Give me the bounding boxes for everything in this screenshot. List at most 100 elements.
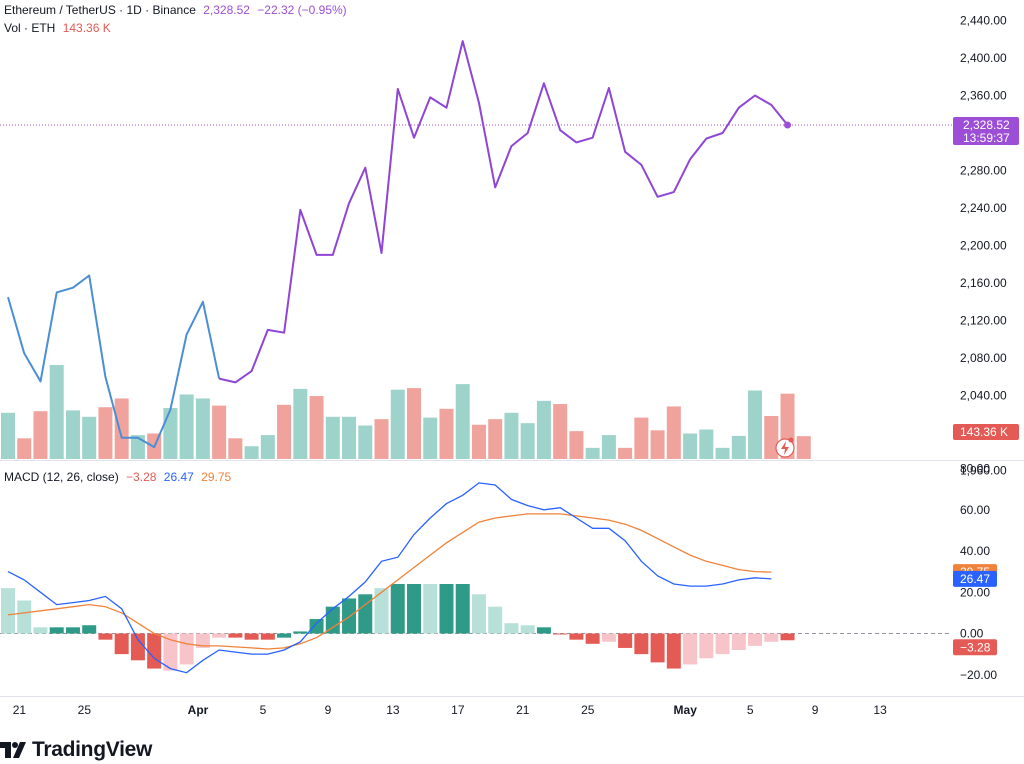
volume-bar [179,394,194,459]
volume-bar [163,408,178,459]
price-axis-tick-label: 2,200.00 [960,239,1007,253]
macd-histogram-bar [260,633,275,640]
price-axis-tick-label: 2,400.00 [960,51,1007,65]
macd-histogram-value: −3.28 [126,470,157,484]
macd-histogram-bar [407,584,421,634]
macd-histogram-bar [33,627,48,634]
macd-histogram-bar [471,594,486,634]
time-axis-tick-label: 25 [581,703,595,717]
time-axis-tick-label: 5 [747,703,754,717]
time-axis-tick-label: 13 [873,703,887,717]
volume-bar [114,398,129,459]
volume-bar [277,404,292,459]
macd-histogram-bar [358,594,373,634]
macd-histogram-bar [536,627,551,634]
volume-bar [601,435,616,459]
macd-histogram-bar [342,598,357,634]
macd-histogram-bar [553,633,568,635]
macd-histogram-bar [731,633,746,650]
volume-bar [260,435,275,459]
countdown-badge-label: 13:59:37 [963,131,1010,145]
macd-histogram-bar [618,633,633,648]
price-axis-tick-label: 2,040.00 [960,389,1007,403]
volume-bar [49,365,64,459]
volume-bar [244,446,259,459]
macd-axis-tick-label: 20.00 [960,585,990,599]
macd-histogram-bar [195,633,210,648]
volume-bar [634,417,649,459]
macd-legend: MACD (12, 26, close) −3.28 26.47 29.75 [4,470,235,484]
macd-histogram-bar [293,631,308,634]
time-axis-tick-label: 17 [451,703,465,717]
macd-histogram-bar [390,584,405,634]
macd-line-value: 26.47 [163,470,194,484]
volume-bar [488,419,503,459]
macd-histogram-bar [569,633,584,640]
tradingview-logo-icon [0,742,26,758]
last-price-dot [784,121,792,129]
volume-bar [504,412,519,459]
volume-bar [212,405,227,459]
time-axis-tick-label: Apr [188,703,209,717]
lightning-bolt-icon [781,441,789,455]
volume-bar [309,396,324,459]
volume-bar [618,447,633,459]
macd-axis-tick-label: 60.00 [960,503,990,517]
volume-bar [683,433,698,459]
macd-histogram-bar [179,633,194,665]
macd-axis-tick-label: 0.00 [960,627,984,641]
macd-histogram-bar [374,588,389,634]
price-axis-tick-label: 2,120.00 [960,314,1007,328]
price-axis-tick-label: 2,360.00 [960,89,1007,103]
macd-histogram-bar [82,625,97,634]
volume-bar [764,415,779,459]
price-line-early [7,274,221,449]
last-price-badge [953,117,1019,146]
macd-histogram-bar [130,633,145,661]
time-axis-tick-label: 5 [260,703,267,717]
price-axis-tick-label: 2,280.00 [960,164,1007,178]
macd-axis-tick-label: −20.00 [960,668,997,682]
macd-histogram-bar [601,633,616,642]
volume-bar [715,447,730,459]
volume-bar [439,408,454,459]
volume-bar [65,410,80,459]
volume-bar [471,424,486,459]
macd-histogram-bar [520,625,535,634]
macd-histogram-bar [147,633,162,669]
volume-bar [699,429,714,459]
macd-histogram-bar [715,633,730,655]
volume-bar [293,388,308,459]
price-change-value: −22.32 (−0.95%) [257,3,347,17]
volume-bar [796,436,811,459]
macd-histogram-bar [439,584,454,634]
time-axis-tick-label: 21 [516,703,530,717]
volume-bar [33,411,48,459]
macd-badge-label: 26.47 [960,572,990,586]
volume-bar [407,388,421,459]
macd-signal-line [7,513,772,650]
macd-histogram-bar [98,633,113,640]
time-axis-tick-label: 25 [78,703,92,717]
volume-bar [748,390,763,459]
volume-bar [82,416,97,459]
time-axis-tick-label: 13 [386,703,400,717]
macd-histogram-bar [455,584,470,634]
volume-bar [358,425,373,459]
macd-histogram-bar [764,633,779,642]
volume-bar [731,435,746,459]
volume-bar [98,407,113,459]
macd-histogram-bar [309,619,324,634]
volume-bar [585,447,600,459]
price-axis-tick-label: 2,240.00 [960,201,1007,215]
tradingview-brand[interactable]: TradingView [0,738,152,762]
macd-histogram-bar [228,633,243,638]
macd-histogram-bar [65,627,80,634]
macd-line [7,482,772,674]
macd-histogram-bar [748,633,763,646]
macd-label: MACD (12, 26, close) [4,470,119,484]
macd-histogram-bar [488,606,503,634]
macd-histogram-bar [277,633,292,638]
volume-bar [130,435,145,459]
